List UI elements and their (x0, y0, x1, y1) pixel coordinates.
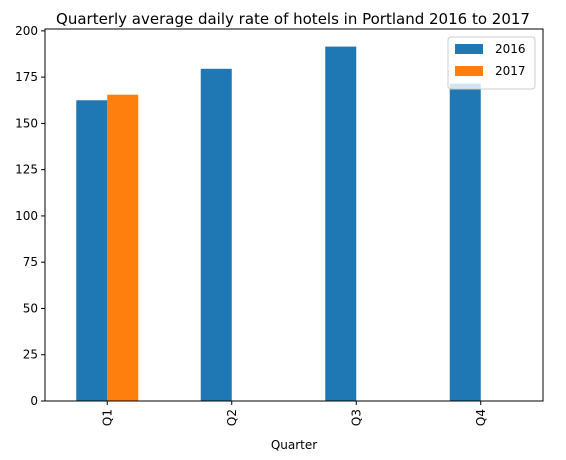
x-axis-label: Quarter (271, 438, 317, 452)
y-tick-label: 25 (23, 348, 38, 362)
x-axis: Q1 Q2 Q3 Q4 (100, 401, 488, 426)
legend-label-2017: 2017 (495, 64, 526, 78)
y-tick-label: 125 (15, 163, 38, 177)
y-tick-label: 200 (15, 24, 38, 38)
chart-title: Quarterly average daily rate of hotels i… (56, 10, 530, 28)
y-tick-label: 100 (15, 209, 38, 223)
x-tick-label-Q4: Q4 (474, 409, 488, 426)
legend: 2016 2017 (448, 37, 535, 89)
x-tick-label-Q1: Q1 (100, 409, 114, 426)
legend-swatch-2016 (455, 44, 483, 54)
bar-2016-Q2 (201, 69, 232, 401)
x-tick-label-Q3: Q3 (349, 409, 363, 426)
bar-2017-Q1 (107, 95, 138, 401)
bars-layer (76, 47, 481, 401)
y-tick-label: 175 (15, 70, 38, 84)
y-tick-label: 0 (30, 394, 38, 408)
legend-swatch-2017 (455, 66, 483, 76)
y-axis: 0 25 50 75 100 125 150 175 200 (15, 24, 45, 408)
y-tick-label: 150 (15, 116, 38, 130)
bar-2016-Q1 (76, 100, 107, 401)
x-tick-label-Q2: Q2 (225, 409, 239, 426)
legend-label-2016: 2016 (495, 42, 526, 56)
y-tick-label: 50 (23, 301, 38, 315)
y-tick-label: 75 (23, 255, 38, 269)
bar-2016-Q3 (325, 47, 356, 401)
bar-2016-Q4 (450, 84, 481, 401)
